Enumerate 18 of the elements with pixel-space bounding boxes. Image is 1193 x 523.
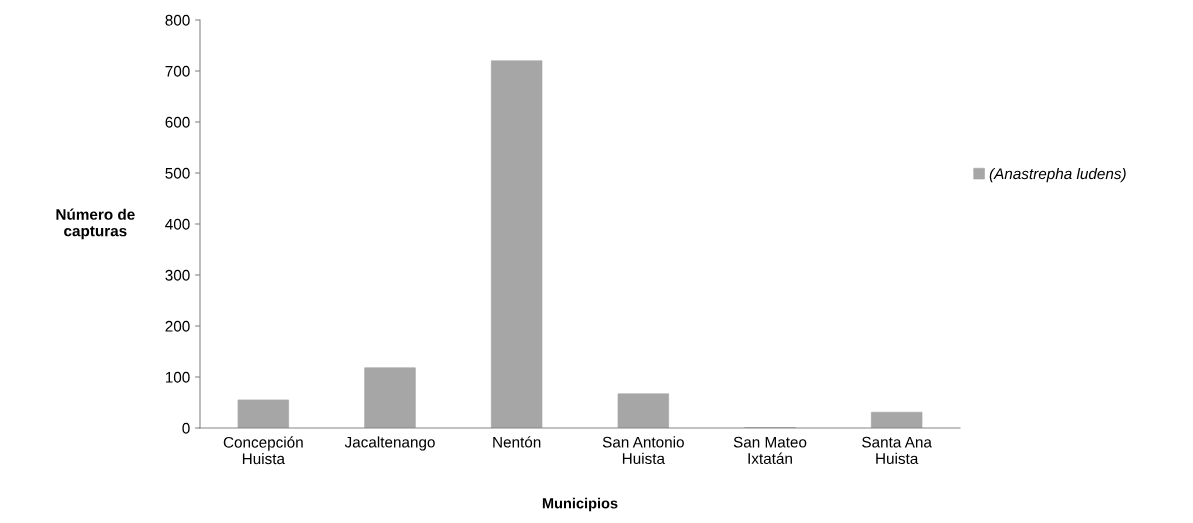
x-tick-label: Concepción Huista: [223, 436, 303, 465]
y-tick-label: 400: [165, 218, 190, 230]
y-tick-label: 800: [165, 14, 190, 26]
y-tick-label: 300: [165, 269, 190, 281]
x-tick-label: Jacaltenango: [344, 436, 435, 451]
x-tick-label: Santa Ana Huista: [862, 436, 932, 465]
y-tick-label: 100: [165, 371, 190, 383]
x-tick-label: San Mateo Ixtatán: [733, 436, 807, 465]
legend-label: (Anastrepha ludens): [989, 167, 1126, 183]
x-tick-label: San Antonio Huista: [602, 436, 684, 465]
y-tick-label: 500: [165, 167, 190, 179]
y-tick-label: 600: [165, 116, 190, 128]
y-tick-label: 0: [182, 422, 190, 434]
x-tick-label: Nentón: [493, 436, 541, 448]
y-tick-label: 200: [165, 320, 190, 332]
y-axis-title: Número de capturas: [56, 208, 135, 240]
y-tick-label: 700: [165, 65, 190, 77]
x-axis-title: Municipios: [542, 497, 618, 512]
